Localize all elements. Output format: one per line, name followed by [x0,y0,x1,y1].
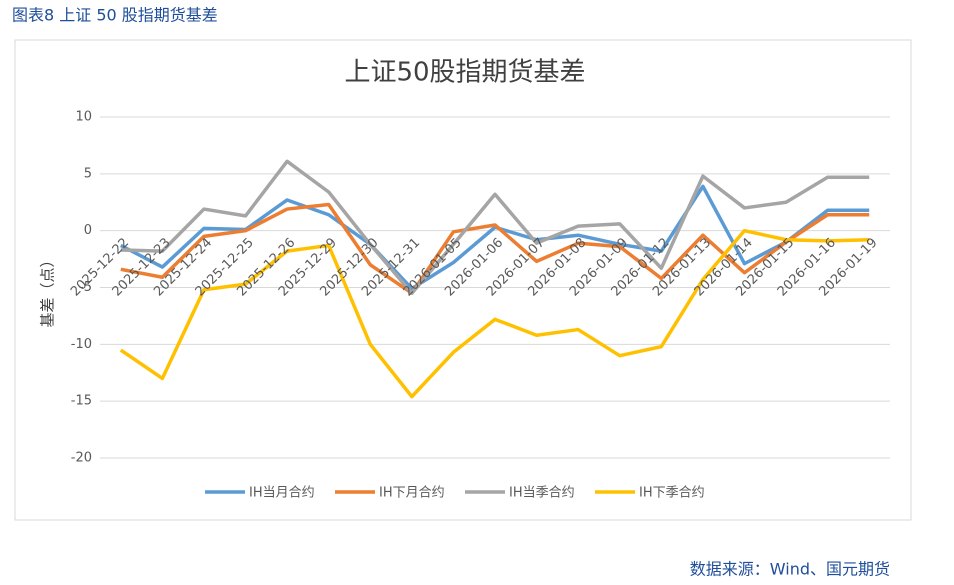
chart-title: 上证50股指期货基差 [344,58,585,88]
y-tick-label: -20 [71,451,92,466]
series-line [119,228,870,399]
legend-label: IH当季合约 [509,486,575,501]
y-tick-label: -15 [71,394,92,409]
y-tick-label: -10 [71,337,92,352]
source-note: 数据来源：Wind、国元期货 [690,560,890,579]
legend-label: IH下月合约 [379,486,445,501]
y-axis-label: 基差（点） [39,252,57,327]
y-tick-label: 5 [84,166,92,181]
legend-label: IH下季合约 [639,486,705,501]
legend-label: IH当月合约 [249,486,315,501]
series-line [120,159,870,295]
figure-header: 图表8 上证 50 股指期货基差 [12,6,218,25]
chart-frame [14,39,912,521]
y-tick-label: 10 [75,110,92,125]
y-tick-label: 0 [84,223,92,238]
y-tick-label: -5 [79,280,92,295]
series-line [120,202,870,295]
